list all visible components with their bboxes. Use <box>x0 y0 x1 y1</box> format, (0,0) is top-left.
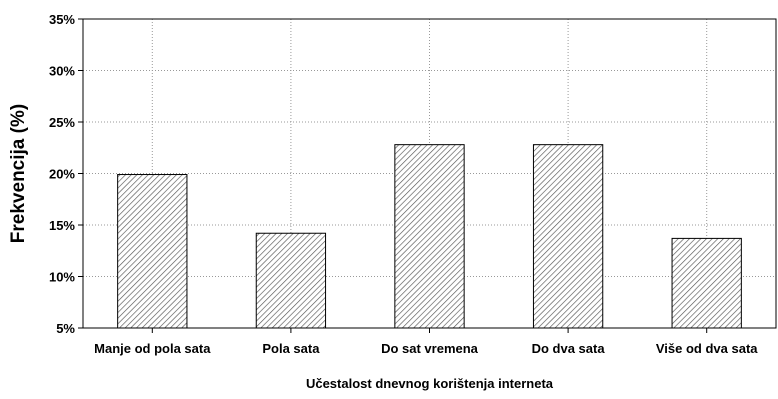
y-axis-label: Frekvencija (%) <box>8 104 29 243</box>
x-axis-label: Učestalost dnevnog korištenja interneta <box>306 376 554 391</box>
bar <box>671 237 742 329</box>
y-tick-label: 5% <box>56 321 75 336</box>
y-axis-ticks: 5% 10% 15% 20% 25% 30% 35% <box>49 12 83 336</box>
x-tick-label: Više od dva sata <box>656 341 758 356</box>
bar <box>532 144 604 329</box>
grid-lines <box>83 19 776 328</box>
y-tick-label: 35% <box>49 12 75 27</box>
bar <box>394 144 465 329</box>
y-tick-label: 30% <box>49 64 75 79</box>
y-tick-label: 10% <box>49 270 75 285</box>
bars <box>117 144 742 329</box>
x-axis-ticks: Manje od pola sata Pola sata Do sat vremen… <box>94 328 758 356</box>
bar <box>117 174 188 329</box>
y-tick-label: 15% <box>49 218 75 233</box>
x-tick-label: Do dva sata <box>532 341 606 356</box>
y-tick-label: 20% <box>49 167 75 182</box>
y-tick-label: 25% <box>49 115 75 130</box>
x-tick-label: Manje od pola sata <box>94 341 211 356</box>
x-tick-label: Do sat vremena <box>381 341 479 356</box>
bar <box>255 232 327 329</box>
x-tick-label: Pola sata <box>262 341 320 356</box>
